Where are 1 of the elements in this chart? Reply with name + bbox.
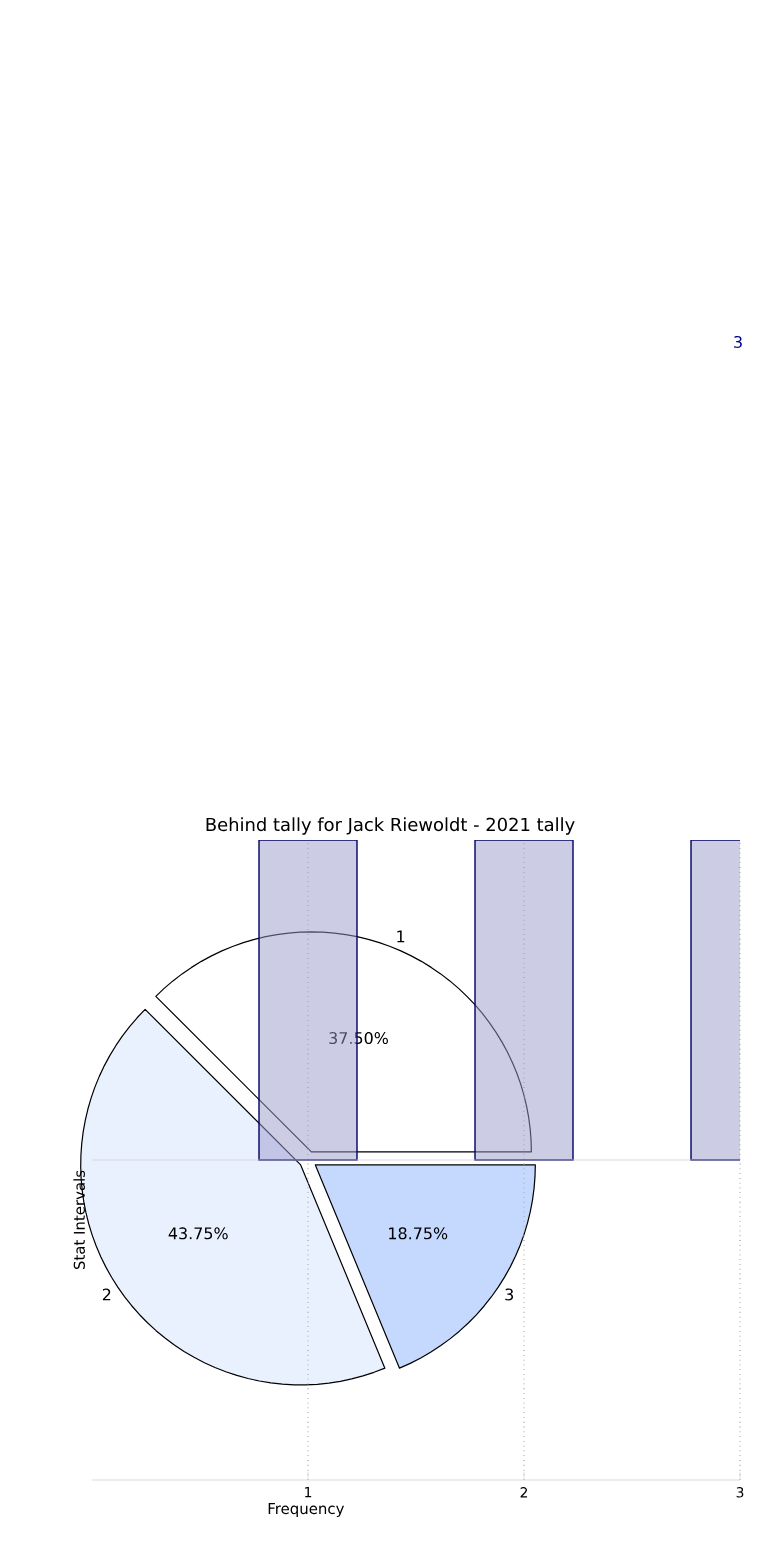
chart-title: Behind tally for Jack Riewoldt - 2021 tally [206, 817, 575, 835]
